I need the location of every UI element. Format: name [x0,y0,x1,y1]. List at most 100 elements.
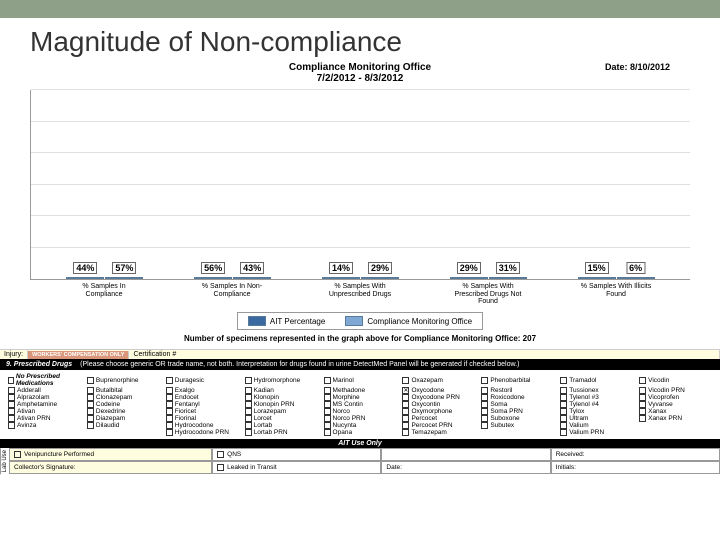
med-checkbox[interactable]: Soma PRN [481,408,554,415]
med-checkbox[interactable]: Marinol [324,373,397,387]
legend-swatch [248,316,266,326]
med-checkbox[interactable]: Tylenol #3 [560,394,633,401]
med-checkbox[interactable]: Oxazepam [402,373,475,387]
bar: 29% [450,277,488,279]
chart-header: Compliance Monitoring Office 7/2/2012 - … [30,62,690,84]
med-checkbox[interactable]: Kadian [245,387,318,394]
med-checkbox[interactable]: Lortab PRN [245,429,318,436]
med-checkbox[interactable]: Vyvanse [639,401,712,408]
med-checkbox[interactable]: Norco [324,408,397,415]
med-checkbox[interactable]: Alprazolam [8,394,81,401]
med-checkbox[interactable]: Endocet [166,394,239,401]
med-checkbox[interactable]: Phenobarbital [481,373,554,387]
med-checkbox[interactable]: Restoril [481,387,554,394]
med-checkbox[interactable]: Lorazepam [245,408,318,415]
med-checkbox[interactable]: Soma [481,401,554,408]
chart-footnote: Number of specimens represented in the g… [30,334,690,343]
injury-label: Injury: [0,350,28,359]
med-checkbox[interactable]: Dilaudid [87,422,160,429]
venipuncture-cell[interactable]: Venipuncture Performed [9,448,212,461]
med-checkbox[interactable]: Ativan [8,408,81,415]
med-checkbox[interactable]: Amphetamine [8,401,81,408]
med-checkbox[interactable]: Vicodin [639,373,712,387]
bar: 56% [194,277,232,279]
med-checkbox[interactable]: Codeine [87,401,160,408]
med-checkbox[interactable]: Oxycontin [402,401,475,408]
section-title: 9. Prescribed Drugs [6,361,72,368]
med-checkbox[interactable]: Hydrocodone [166,422,239,429]
med-checkbox[interactable]: Morphine [324,394,397,401]
med-checkbox[interactable]: Tramadol [560,373,633,387]
med-checkbox[interactable]: Valium [560,422,633,429]
legend-label: Compliance Monitoring Office [367,317,472,326]
legend-item: Compliance Monitoring Office [345,316,472,326]
med-checkbox[interactable]: Buprenorphine [87,373,160,387]
med-checkbox[interactable]: Oxymorphone [402,408,475,415]
med-checkbox[interactable]: Lortab [245,422,318,429]
med-checkbox[interactable]: Tussionex [560,387,633,394]
bar: 57% [105,277,143,279]
med-checkbox[interactable]: Fioricet [166,408,239,415]
med-checkbox[interactable]: Suboxone [481,415,554,422]
med-checkbox[interactable] [8,429,81,436]
med-checkbox[interactable]: Klonopin PRN [245,401,318,408]
med-checkbox[interactable]: Hydrocodone PRN [166,429,239,436]
med-checkbox[interactable]: Lorcet [245,415,318,422]
med-checkbox[interactable]: Klonopin [245,394,318,401]
med-checkbox[interactable]: Roxicodone [481,394,554,401]
med-checkbox[interactable]: Diazepam [87,415,160,422]
initials-cell: Initials: [551,461,720,474]
med-checkbox[interactable]: Ativan PRN [8,415,81,422]
med-checkbox[interactable]: Fentanyl [166,401,239,408]
med-checkbox[interactable]: Hydromorphone [245,373,318,387]
form-area: Injury: WORKERS' COMPENSATION ONLY Certi… [0,349,720,474]
med-checkbox[interactable]: MS Contin [324,401,397,408]
med-checkbox[interactable]: Percocet PRN [402,422,475,429]
med-checkbox[interactable]: Tylenol #4 [560,401,633,408]
section-hint: (Please choose generic OR trade name, no… [80,361,519,368]
med-checkbox[interactable] [481,429,554,436]
bar-value-label: 44% [73,262,97,274]
bar-value-label: 14% [329,262,353,274]
med-checkbox[interactable]: Fiorinal [166,415,239,422]
med-checkbox[interactable]: Adderall [8,387,81,394]
med-checkbox[interactable]: Exalgo [166,387,239,394]
med-checkbox[interactable]: Temazepam [402,429,475,436]
med-checkbox[interactable]: Butalbital [87,387,160,394]
med-checkbox[interactable] [639,422,712,429]
med-checkbox[interactable]: Opana [324,429,397,436]
med-checkbox[interactable]: Vicodin PRN [639,387,712,394]
med-checkbox[interactable]: Nucynta [324,422,397,429]
med-checkbox[interactable]: Vicoprofen [639,394,712,401]
med-checkbox[interactable]: ✕Oxycodone [402,387,475,394]
bar-group: 44%57% [65,277,145,279]
med-checkbox[interactable]: Subutex [481,422,554,429]
med-checkbox[interactable]: Methadone [324,387,397,394]
med-checkbox[interactable]: Dexedrine [87,408,160,415]
qns-cell[interactable]: QNS [212,448,381,461]
med-checkbox[interactable]: Avinza [8,422,81,429]
med-checkbox[interactable] [87,429,160,436]
cert-label: Certification # [129,350,720,359]
med-checkbox[interactable]: Tylox [560,408,633,415]
med-checkbox[interactable]: Xanax PRN [639,415,712,422]
med-checkbox[interactable]: Norco PRN [324,415,397,422]
med-checkbox[interactable]: Oxycodone PRN [402,394,475,401]
bottom-form-rows: Venipuncture Performed QNS Received: Col… [9,448,720,474]
bar-value-label: 6% [626,262,645,274]
med-checkbox[interactable]: Percocet [402,415,475,422]
x-axis-label: % Samples In Non-Compliance [192,283,272,306]
bar-value-label: 56% [201,262,225,274]
med-checkbox[interactable]: No Prescribed Medications [8,373,81,387]
med-checkbox[interactable] [639,429,712,436]
date-label: Date: [386,464,402,471]
chart-area: Compliance Monitoring Office 7/2/2012 - … [0,62,720,343]
med-checkbox[interactable]: Ultram [560,415,633,422]
med-checkbox[interactable]: Xanax [639,408,712,415]
med-checkbox[interactable]: Duragesic [166,373,239,387]
leaked-cell[interactable]: Leaked in Transit [212,461,381,474]
bar-value-label: 57% [112,262,136,274]
med-checkbox[interactable]: Valium PRN [560,429,633,436]
med-checkbox[interactable]: Clonazepam [87,394,160,401]
medications-grid: No Prescribed Medications Buprenorphine Du… [0,370,720,439]
